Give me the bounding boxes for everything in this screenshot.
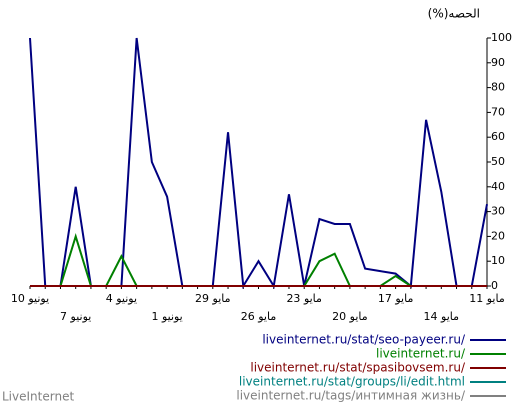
y-tick-label: 20 xyxy=(491,229,505,242)
x-tick-label: 7 يونيو xyxy=(60,310,91,323)
x-tick-label: 14 مايو xyxy=(424,310,460,323)
x-tick-label: 26 مايو xyxy=(241,310,277,323)
x-tick-label: 29 مايو xyxy=(195,292,231,305)
y-tick-label: 50 xyxy=(491,155,505,168)
x-tick-label: 17 مايو xyxy=(378,292,414,305)
y-tick-label: 0 xyxy=(491,279,498,292)
x-tick-label: 10 يونيو xyxy=(11,292,49,305)
legend-label: liveinternet.ru/stat/spasibovsem.ru/ xyxy=(250,361,466,375)
legend-label: liveinternet.ru/tags/интимная жизнь/ xyxy=(236,389,466,403)
y-tick-label: 60 xyxy=(491,130,505,143)
y-tick-label: 30 xyxy=(491,205,505,218)
legend-label: liveinternet.ru/stat/seo-payeer.ru/ xyxy=(262,333,466,347)
y-tick-label: 70 xyxy=(491,105,505,118)
x-tick-label: 4 يونيو xyxy=(106,292,137,305)
y-tick-label: 10 xyxy=(491,254,505,267)
legend-label: liveinternet.ru/ xyxy=(376,347,466,361)
y-tick-label: 80 xyxy=(491,81,505,94)
x-tick-label: 11 مايو xyxy=(469,292,505,305)
y-tick-label: 40 xyxy=(491,180,505,193)
footer: LiveInternet xyxy=(2,390,74,404)
x-tick-label: 1 يونيو xyxy=(151,310,182,323)
y-tick-label: 90 xyxy=(491,56,505,69)
chart-title: (%)الحصه xyxy=(428,7,480,21)
x-tick-label: 23 مايو xyxy=(286,292,322,305)
x-tick-label: 20 مايو xyxy=(332,310,368,323)
y-tick-label: 100 xyxy=(491,31,512,44)
series-line xyxy=(29,37,488,290)
legend-label: liveinternet.ru/stat/groups/li/edit.html xyxy=(239,375,465,389)
